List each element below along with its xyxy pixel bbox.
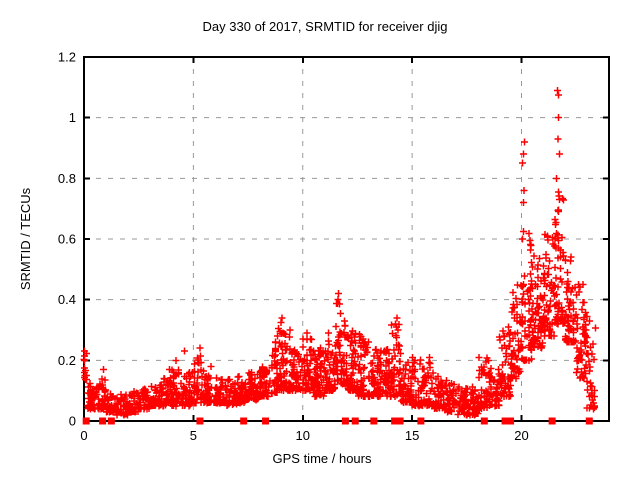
zero-line-square-marker (107, 417, 115, 425)
zero-line-square-marker (507, 417, 515, 425)
zero-line-square-marker (391, 417, 399, 425)
zero-line-square-marker (262, 417, 270, 425)
y-tick-label: 0.8 (58, 171, 76, 186)
scatter-points (81, 87, 599, 413)
zero-line-square-marker (351, 417, 359, 425)
zero-line-square-marker (240, 417, 248, 425)
scatter-points (365, 321, 483, 419)
y-tick-label: 1 (69, 110, 76, 125)
zero-line-square-marker (501, 417, 509, 425)
y-tick-label: 0.2 (58, 353, 76, 368)
x-tick-label: 0 (80, 428, 87, 443)
zero-line-square-marker (480, 417, 488, 425)
y-tick-label: 0.4 (58, 292, 76, 307)
zero-line-square-marker (99, 417, 107, 425)
zero-line-square-marker (370, 417, 378, 425)
scatter-points (190, 326, 295, 409)
zero-line-square-marker (396, 417, 404, 425)
y-tick-label: 0.6 (58, 232, 76, 247)
x-tick-label: 15 (405, 428, 419, 443)
zero-line-square-marker (341, 417, 349, 425)
zero-line-square-marker (585, 417, 593, 425)
chart-title: Day 330 of 2017, SRMTID for receiver dji… (203, 19, 448, 34)
zero-line-square-marker (82, 417, 90, 425)
zero-line-square-marker (417, 417, 425, 425)
zero-line-square-marker (548, 417, 556, 425)
grid-layer (84, 57, 609, 421)
zero-line-square-marker (196, 417, 204, 425)
data-points-layer (80, 87, 599, 425)
x-axis-label: GPS time / hours (273, 451, 372, 466)
x-tick-label: 10 (296, 428, 310, 443)
y-axis-label: SRMTID / TECUs (18, 187, 33, 290)
x-tick-label: 5 (190, 428, 197, 443)
scatter-points (280, 300, 383, 400)
x-tick-label: 20 (514, 428, 528, 443)
y-tick-label: 0 (69, 414, 76, 429)
y-tick-label: 1.2 (58, 50, 76, 65)
